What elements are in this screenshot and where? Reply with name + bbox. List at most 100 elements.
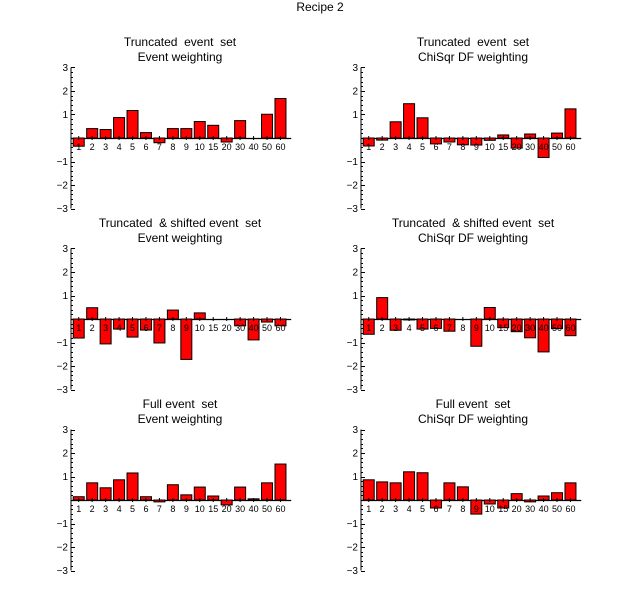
x-tick-label: 6 [143, 504, 148, 514]
panel-subtitle: ChiSqr DF weighting [418, 231, 528, 245]
x-tick-label: 7 [157, 504, 162, 514]
x-tick-label: 40 [249, 142, 259, 152]
x-tick-label: 20 [512, 323, 522, 333]
y-tick-label: 3 [352, 63, 358, 74]
bar [126, 472, 139, 501]
x-tick-label: 3 [103, 504, 108, 514]
bar [389, 121, 402, 139]
bar [403, 471, 416, 501]
y-tick-label: −1 [57, 157, 69, 168]
panel-subtitle: ChiSqr DF weighting [418, 50, 528, 64]
y-tick-label: 1 [352, 291, 358, 302]
y-tick-label: −1 [347, 157, 359, 168]
x-tick-label: 5 [420, 504, 425, 514]
bar [261, 482, 274, 501]
x-tick-label: 50 [552, 142, 562, 152]
x-tick-label: 9 [184, 323, 189, 333]
x-tick-label: 2 [380, 504, 385, 514]
panel-subtitle: Event weighting [138, 50, 223, 64]
x-tick-label: 30 [525, 142, 535, 152]
x-tick-label: 20 [222, 323, 232, 333]
x-tick-label: 20 [512, 142, 522, 152]
x-tick-label: 4 [407, 323, 412, 333]
x-tick-label: 9 [474, 504, 479, 514]
x-tick-label: 8 [460, 504, 465, 514]
x-tick-label: 9 [474, 142, 479, 152]
bar [193, 121, 206, 139]
bar [126, 110, 139, 139]
x-tick-label: 2 [380, 142, 385, 152]
y-tick-label: 2 [352, 268, 358, 279]
panel-subtitle: Event weighting [138, 412, 223, 426]
x-tick-label: 5 [130, 142, 135, 152]
x-tick-label: 8 [460, 323, 465, 333]
x-tick-label: 7 [157, 323, 162, 333]
x-tick-label: 30 [235, 504, 245, 514]
x-tick-label: 7 [447, 142, 452, 152]
x-tick-label: 8 [170, 504, 175, 514]
x-tick-label: 10 [195, 142, 205, 152]
y-tick-label: 2 [352, 449, 358, 460]
x-tick-label: 15 [208, 142, 218, 152]
x-tick-label: 1 [76, 323, 81, 333]
y-tick-label: −2 [57, 181, 69, 192]
bar [274, 463, 287, 501]
x-tick-label: 40 [539, 142, 549, 152]
x-tick-label: 6 [143, 323, 148, 333]
panel-subtitle: ChiSqr DF weighting [418, 412, 528, 426]
x-tick-label: 50 [552, 504, 562, 514]
panel-title: Truncated event set [124, 35, 237, 49]
x-tick-label: 8 [460, 142, 465, 152]
y-tick-label: −3 [347, 385, 359, 396]
x-tick-label: 10 [485, 504, 495, 514]
bar [416, 117, 429, 139]
y-tick-label: 2 [62, 87, 68, 98]
bar [113, 117, 126, 139]
panel-title: Truncated event set [417, 35, 530, 49]
panel-title: Truncated & shifted event set [99, 216, 262, 230]
y-tick-label: 2 [352, 87, 358, 98]
x-tick-label: 2 [90, 142, 95, 152]
bar [389, 482, 402, 501]
x-tick-label: 10 [485, 142, 495, 152]
y-tick-label: −3 [57, 566, 69, 577]
y-tick-label: 3 [352, 425, 358, 436]
x-tick-label: 10 [195, 323, 205, 333]
panel-title: Full event set [143, 397, 218, 411]
x-tick-label: 50 [262, 504, 272, 514]
bar [564, 108, 577, 139]
bar [234, 120, 247, 139]
x-tick-label: 2 [90, 504, 95, 514]
x-tick-label: 4 [117, 142, 122, 152]
x-tick-label: 60 [275, 504, 285, 514]
y-tick-label: −1 [57, 519, 69, 530]
x-tick-label: 1 [366, 142, 371, 152]
bar [261, 113, 274, 139]
x-tick-label: 40 [249, 504, 259, 514]
x-tick-label: 15 [208, 504, 218, 514]
x-tick-label: 30 [235, 323, 245, 333]
x-tick-label: 60 [565, 323, 575, 333]
x-tick-label: 3 [103, 142, 108, 152]
x-tick-label: 40 [539, 323, 549, 333]
y-tick-label: −3 [57, 204, 69, 215]
x-tick-label: 30 [525, 323, 535, 333]
y-tick-label: 3 [62, 63, 68, 74]
y-tick-label: −2 [57, 362, 69, 373]
x-tick-label: 1 [76, 142, 81, 152]
x-tick-label: 6 [433, 323, 438, 333]
x-tick-label: 7 [447, 323, 452, 333]
bar [564, 482, 577, 501]
x-tick-label: 20 [222, 142, 232, 152]
x-tick-label: 2 [90, 323, 95, 333]
y-tick-label: −1 [347, 338, 359, 349]
x-tick-label: 8 [170, 323, 175, 333]
bar [362, 479, 375, 501]
x-tick-label: 6 [143, 142, 148, 152]
x-tick-label: 40 [539, 504, 549, 514]
x-tick-label: 6 [433, 504, 438, 514]
